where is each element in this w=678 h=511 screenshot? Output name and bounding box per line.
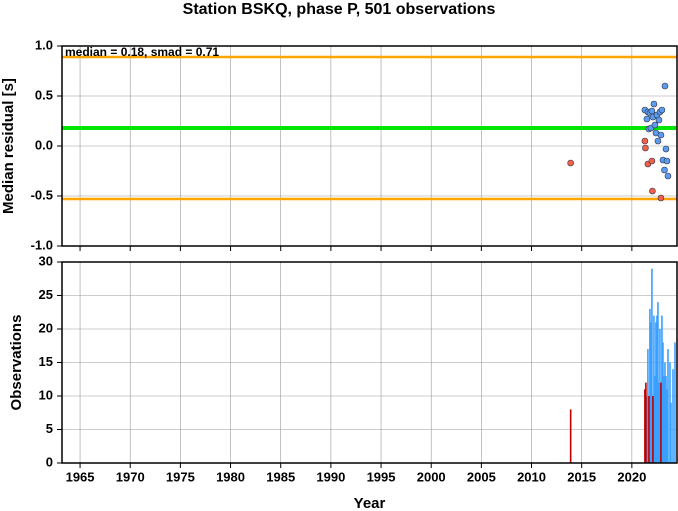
bar [649, 308, 651, 463]
data-point [661, 166, 668, 174]
x-axis-label: Year [354, 495, 386, 511]
plot-frame [61, 261, 678, 464]
y-tick-label: 20 [39, 320, 53, 335]
x-tick-label: 1965 [66, 469, 95, 484]
bar [660, 382, 662, 463]
bar [653, 315, 655, 463]
data-point [662, 145, 670, 153]
bar [648, 396, 650, 463]
bar [667, 349, 669, 463]
data-point [663, 157, 671, 165]
data-point [661, 82, 669, 90]
bar [674, 342, 676, 463]
bar [659, 329, 661, 463]
data-point [648, 157, 656, 165]
data-point [657, 194, 665, 202]
y-tick-label: 0.5 [35, 87, 53, 102]
bar [652, 396, 654, 463]
data-point [648, 107, 656, 115]
x-tick-label: 1990 [316, 469, 345, 484]
bar [657, 302, 659, 463]
x-tick-label: 1975 [166, 469, 195, 484]
data-point [655, 116, 663, 124]
x-tick-label: 2005 [467, 469, 496, 484]
y-tick-label: 25 [39, 287, 53, 302]
data-point [643, 115, 651, 123]
bar [669, 362, 671, 463]
data-point [658, 106, 666, 114]
bar [662, 342, 664, 463]
bar [665, 375, 667, 463]
bar [644, 389, 646, 463]
bar [672, 369, 674, 463]
bar [655, 322, 657, 463]
y-tick-label: -1.0 [31, 237, 53, 252]
data-point [642, 144, 649, 152]
chart-title: Station BSKQ, phase P, 501 observations [183, 1, 496, 18]
x-tick-label: 1970 [116, 469, 145, 484]
bar [656, 315, 658, 463]
bar [651, 268, 653, 463]
y-tick-label: 15 [39, 354, 53, 369]
data-point [649, 187, 656, 195]
data-point [654, 137, 662, 145]
bar [666, 389, 668, 463]
data-point [664, 172, 672, 180]
x-tick-label: 2000 [417, 469, 446, 484]
bar [664, 362, 666, 463]
x-tick-label: 1995 [367, 469, 396, 484]
x-tick-label: 2010 [517, 469, 546, 484]
bar [663, 375, 665, 463]
y-tick-label: 0.0 [35, 137, 53, 152]
bar [646, 396, 648, 463]
annotation: median = 0.18, smad = 0.71 [65, 45, 219, 59]
y-tick-label: 5 [46, 421, 53, 436]
bar [645, 382, 647, 463]
y-axis-label: Observations [8, 315, 25, 411]
x-tick-label: 1980 [216, 469, 245, 484]
x-tick-label: 2015 [567, 469, 596, 484]
y-tick-label: 0 [46, 454, 53, 469]
data-point [651, 121, 659, 129]
bar [654, 375, 656, 463]
y-tick-label: 30 [39, 253, 53, 268]
bar [661, 315, 663, 463]
bar [670, 402, 672, 463]
plot-frame [61, 45, 678, 247]
bar [650, 322, 652, 463]
data-point [650, 100, 658, 108]
data-point [567, 159, 574, 167]
x-tick-label: 2020 [617, 469, 646, 484]
x-tick-label: 1985 [266, 469, 295, 484]
data-point [641, 137, 649, 145]
y-tick-label: 1.0 [35, 37, 53, 52]
y-tick-label: 10 [39, 387, 53, 402]
data-point [657, 131, 665, 139]
y-axis-label: Median residual [s] [0, 78, 17, 214]
bar [647, 349, 649, 463]
y-tick-label: -0.5 [31, 187, 53, 202]
bar [658, 382, 660, 463]
bar [569, 409, 572, 463]
